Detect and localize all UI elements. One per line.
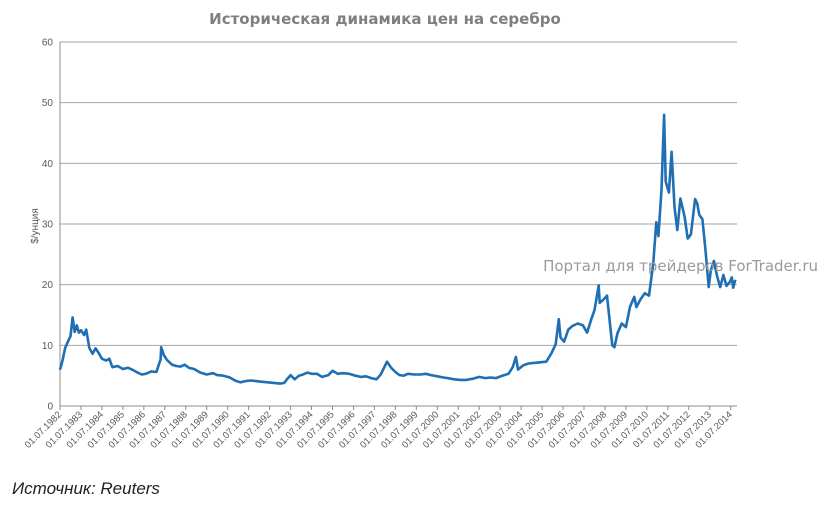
chart-title: Историческая динамика цен на серебро [209, 10, 561, 28]
y-axis-label: $/унция [30, 208, 41, 244]
y-tick-label: 0 [47, 402, 53, 413]
y-tick-label: 20 [42, 280, 54, 291]
source-caption: Источник: Reuters [12, 479, 160, 498]
x-axis-ticks: 01.07.198201.07.198301.07.198401.07.1985… [23, 406, 735, 451]
watermark-text: Портал для трейдеров ForTrader.ru [543, 257, 818, 275]
y-tick-label: 50 [42, 98, 54, 109]
y-tick-label: 30 [42, 220, 54, 231]
silver-price-line [58, 113, 737, 385]
y-tick-label: 60 [42, 38, 54, 49]
grid-lines [60, 41, 737, 346]
y-tick-label: 40 [42, 159, 54, 170]
silver-price-chart: Историческая динамика цен на серебро 0 10… [23, 10, 818, 451]
y-axis-ticks: 0 10 20 30 40 50 60 [42, 38, 54, 413]
y-tick-label: 10 [42, 341, 54, 352]
